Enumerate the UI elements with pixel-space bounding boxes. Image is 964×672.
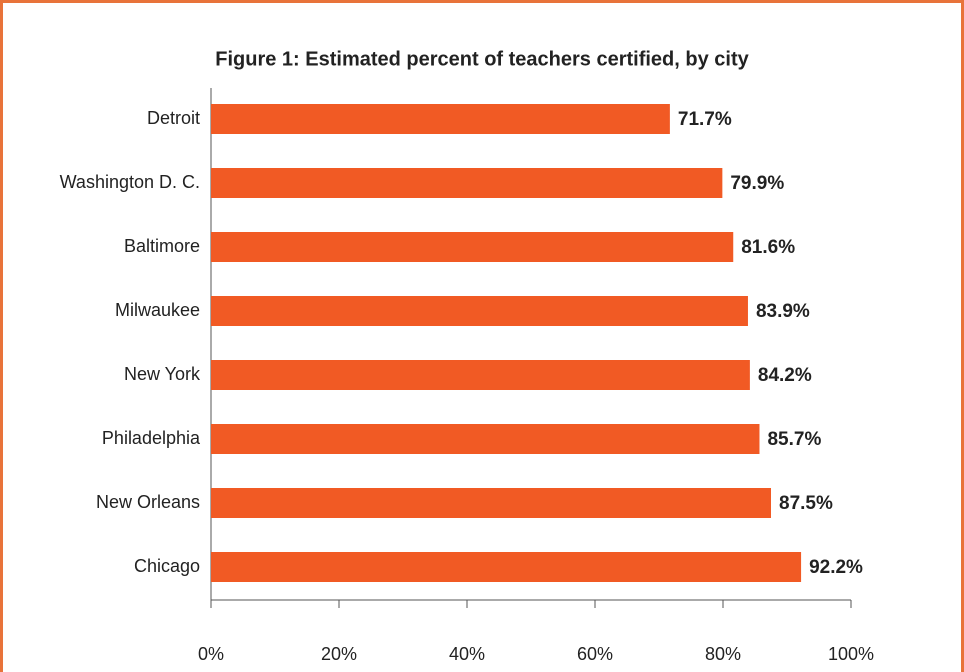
value-label: 71.7%	[678, 109, 732, 130]
bar	[211, 232, 734, 262]
x-tick-label: 80%	[705, 644, 741, 664]
x-tick-label: 60%	[577, 644, 613, 664]
bar	[211, 360, 750, 390]
value-label: 81.6%	[741, 237, 795, 258]
x-tick-label: 40%	[449, 644, 485, 664]
x-tick-label: 20%	[321, 644, 357, 664]
bar	[211, 488, 771, 518]
y-tick-label: Detroit	[147, 108, 200, 128]
value-label: 87.5%	[779, 493, 833, 514]
y-tick-label: New Orleans	[96, 492, 200, 512]
bar	[211, 296, 748, 326]
bar	[211, 552, 802, 582]
value-label: 79.9%	[730, 173, 784, 194]
chart-title: Figure 1: Estimated percent of teachers …	[215, 48, 749, 70]
value-label: 84.2%	[758, 365, 812, 386]
y-tick-label: Philadelphia	[102, 428, 201, 448]
y-tick-label: Washington D. C.	[60, 172, 200, 192]
value-label: 92.2%	[809, 557, 863, 578]
x-tick-label: 0%	[198, 644, 224, 664]
bar	[211, 424, 760, 454]
y-tick-label: Baltimore	[124, 236, 200, 256]
value-label: 85.7%	[767, 429, 821, 450]
y-tick-label: Chicago	[134, 556, 200, 576]
x-tick-label: 100%	[828, 644, 874, 664]
y-tick-label: Milwaukee	[115, 300, 200, 320]
bar	[211, 104, 670, 134]
value-label: 83.9%	[756, 301, 810, 322]
y-tick-label: New York	[124, 364, 201, 384]
bar	[211, 168, 723, 198]
